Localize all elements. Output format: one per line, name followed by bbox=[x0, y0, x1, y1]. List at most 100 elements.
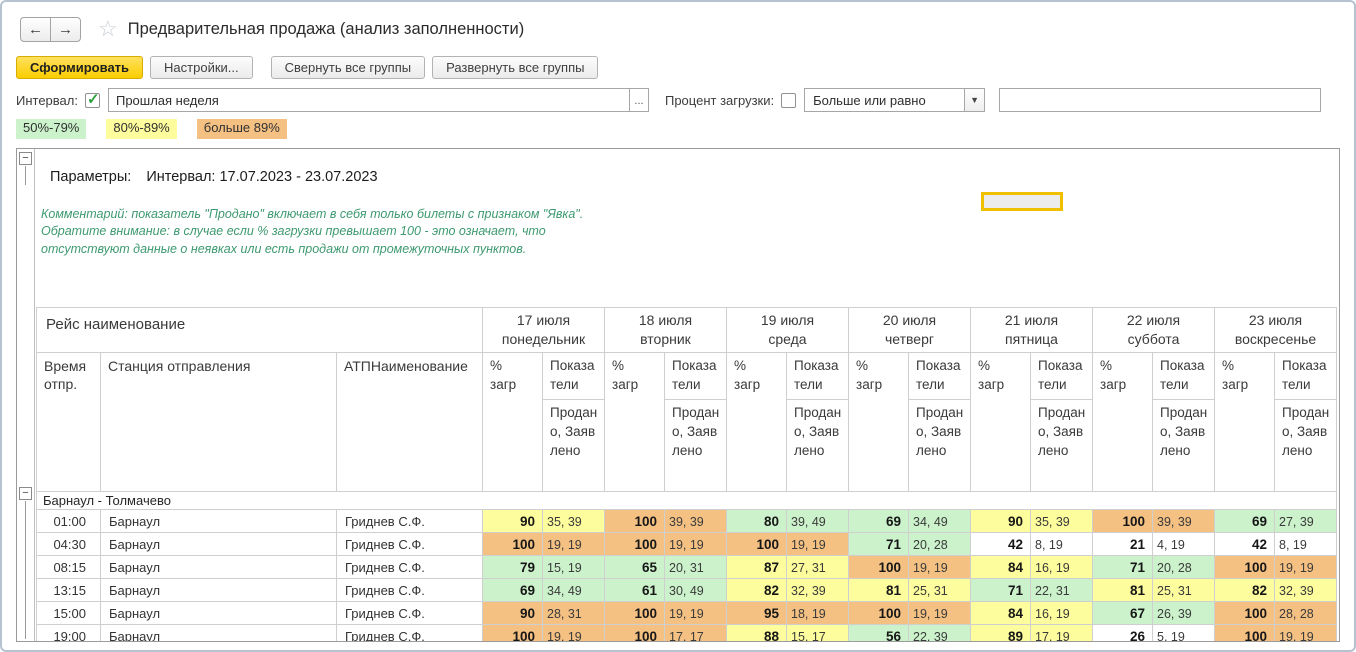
load-percent-cell[interactable]: 42 bbox=[1214, 531, 1275, 556]
sold-declared-cell[interactable]: 27, 39 bbox=[1274, 508, 1337, 533]
atp-name-cell[interactable]: Гриднев С.Ф. bbox=[336, 554, 483, 579]
load-percent-cell[interactable]: 100 bbox=[1214, 600, 1275, 625]
sold-declared-cell[interactable]: 39, 39 bbox=[1152, 508, 1215, 533]
load-percent-cell[interactable]: 100 bbox=[604, 623, 665, 641]
sold-declared-cell[interactable]: 26, 39 bbox=[1152, 600, 1215, 625]
departure-station-cell[interactable]: Барнаул bbox=[100, 623, 337, 641]
load-percent-cell[interactable]: 71 bbox=[848, 531, 909, 556]
departure-time-cell[interactable]: 19:00 bbox=[36, 623, 101, 641]
load-percent-cell[interactable]: 89 bbox=[970, 623, 1031, 641]
load-percent-cell[interactable]: 100 bbox=[482, 531, 543, 556]
sold-declared-cell[interactable]: 30, 49 bbox=[664, 577, 727, 602]
atp-name-cell[interactable]: Гриднев С.Ф. bbox=[336, 623, 483, 641]
load-percent-cell[interactable]: 79 bbox=[482, 554, 543, 579]
sold-declared-cell[interactable]: 17, 17 bbox=[664, 623, 727, 641]
load-percent-cell[interactable]: 100 bbox=[604, 508, 665, 533]
load-percent-cell[interactable]: 82 bbox=[1214, 577, 1275, 602]
sold-declared-cell[interactable]: 19, 19 bbox=[908, 554, 971, 579]
load-percent-cell[interactable]: 65 bbox=[604, 554, 665, 579]
load-percent-cell[interactable]: 71 bbox=[1092, 554, 1153, 579]
sold-declared-cell[interactable]: 22, 31 bbox=[1030, 577, 1093, 602]
atp-name-cell[interactable]: Гриднев С.Ф. bbox=[336, 531, 483, 556]
sold-declared-cell[interactable]: 19, 19 bbox=[542, 531, 605, 556]
sold-declared-cell[interactable]: 34, 49 bbox=[542, 577, 605, 602]
settings-button[interactable]: Настройки... bbox=[150, 56, 253, 79]
sold-declared-cell[interactable]: 19, 19 bbox=[908, 600, 971, 625]
load-percent-cell[interactable]: 80 bbox=[726, 508, 787, 533]
sold-declared-cell[interactable]: 28, 28 bbox=[1274, 600, 1337, 625]
load-percent-cell[interactable]: 69 bbox=[848, 508, 909, 533]
chevron-down-icon[interactable]: ▼ bbox=[964, 89, 985, 111]
favorite-star-icon[interactable]: ☆ bbox=[98, 16, 118, 41]
load-percent-cell[interactable]: 81 bbox=[848, 577, 909, 602]
departure-station-cell[interactable]: Барнаул bbox=[100, 577, 337, 602]
interval-checkbox[interactable]: ✓ bbox=[84, 91, 100, 108]
load-percent-cell[interactable]: 84 bbox=[970, 554, 1031, 579]
sold-declared-cell[interactable]: 20, 28 bbox=[908, 531, 971, 556]
sold-declared-cell[interactable]: 20, 28 bbox=[1152, 554, 1215, 579]
sold-declared-cell[interactable]: 25, 31 bbox=[1152, 577, 1215, 602]
comparison-select[interactable]: Больше или равно ▼ bbox=[804, 88, 986, 112]
expand-all-groups-button[interactable]: Развернуть все группы bbox=[432, 56, 599, 79]
interval-picker-button[interactable]: ... bbox=[628, 88, 649, 112]
load-percent-cell[interactable]: 21 bbox=[1092, 531, 1153, 556]
sold-declared-cell[interactable]: 32, 39 bbox=[1274, 577, 1337, 602]
sold-declared-cell[interactable]: 20, 31 bbox=[664, 554, 727, 579]
sold-declared-cell[interactable]: 16, 19 bbox=[1030, 554, 1093, 579]
sold-declared-cell[interactable]: 19, 19 bbox=[664, 531, 727, 556]
load-percent-cell[interactable]: 84 bbox=[970, 600, 1031, 625]
sold-declared-cell[interactable]: 19, 19 bbox=[542, 623, 605, 641]
departure-time-cell[interactable]: 13:15 bbox=[36, 577, 101, 602]
departure-station-cell[interactable]: Барнаул bbox=[100, 531, 337, 556]
departure-time-cell[interactable]: 01:00 bbox=[36, 508, 101, 533]
group-row[interactable]: Барнаул - Толмачево bbox=[36, 490, 1337, 510]
sold-declared-cell[interactable]: 4, 19 bbox=[1152, 531, 1215, 556]
load-percent-cell[interactable]: 100 bbox=[604, 531, 665, 556]
sold-declared-cell[interactable]: 19, 19 bbox=[664, 600, 727, 625]
atp-name-cell[interactable]: Гриднев С.Ф. bbox=[336, 577, 483, 602]
interval-input[interactable] bbox=[107, 88, 630, 112]
forward-button[interactable]: → bbox=[50, 16, 81, 42]
departure-time-cell[interactable]: 15:00 bbox=[36, 600, 101, 625]
load-percent-cell[interactable]: 26 bbox=[1092, 623, 1153, 641]
load-percent-cell[interactable]: 71 bbox=[970, 577, 1031, 602]
sold-declared-cell[interactable]: 16, 19 bbox=[1030, 600, 1093, 625]
collapse-report-icon[interactable]: − bbox=[19, 152, 32, 165]
sold-declared-cell[interactable]: 8, 19 bbox=[1274, 531, 1337, 556]
departure-time-cell[interactable]: 08:15 bbox=[36, 554, 101, 579]
load-percent-cell[interactable]: 69 bbox=[1214, 508, 1275, 533]
load-percent-cell[interactable]: 100 bbox=[1214, 554, 1275, 579]
load-percent-cell[interactable]: 88 bbox=[726, 623, 787, 641]
load-percent-input[interactable] bbox=[999, 88, 1322, 112]
load-percent-cell[interactable]: 56 bbox=[848, 623, 909, 641]
load-percent-cell[interactable]: 87 bbox=[726, 554, 787, 579]
collapse-all-groups-button[interactable]: Свернуть все группы bbox=[270, 56, 426, 79]
generate-button[interactable]: Сформировать bbox=[16, 56, 144, 79]
load-percent-cell[interactable]: 81 bbox=[1092, 577, 1153, 602]
load-percent-cell[interactable]: 90 bbox=[482, 508, 543, 533]
atp-name-cell[interactable]: Гриднев С.Ф. bbox=[336, 508, 483, 533]
load-percent-cell[interactable]: 100 bbox=[1092, 508, 1153, 533]
load-percent-cell[interactable]: 90 bbox=[970, 508, 1031, 533]
load-percent-cell[interactable]: 100 bbox=[848, 600, 909, 625]
sold-declared-cell[interactable]: 19, 19 bbox=[786, 531, 849, 556]
sold-declared-cell[interactable]: 19, 19 bbox=[1274, 623, 1337, 641]
load-percent-cell[interactable]: 42 bbox=[970, 531, 1031, 556]
departure-time-cell[interactable]: 04:30 bbox=[36, 531, 101, 556]
sold-declared-cell[interactable]: 39, 39 bbox=[664, 508, 727, 533]
sold-declared-cell[interactable]: 8, 19 bbox=[1030, 531, 1093, 556]
sold-declared-cell[interactable]: 34, 49 bbox=[908, 508, 971, 533]
sold-declared-cell[interactable]: 15, 17 bbox=[786, 623, 849, 641]
load-percent-cell[interactable]: 82 bbox=[726, 577, 787, 602]
load-percent-cell[interactable]: 100 bbox=[848, 554, 909, 579]
load-percent-cell[interactable]: 100 bbox=[482, 623, 543, 641]
load-percent-cell[interactable]: 100 bbox=[726, 531, 787, 556]
sold-declared-cell[interactable]: 5, 19 bbox=[1152, 623, 1215, 641]
load-percent-cell[interactable]: 69 bbox=[482, 577, 543, 602]
back-button[interactable]: ← bbox=[20, 16, 51, 42]
load-percent-cell[interactable]: 90 bbox=[482, 600, 543, 625]
load-percent-checkbox[interactable] bbox=[781, 92, 797, 108]
sold-declared-cell[interactable]: 17, 19 bbox=[1030, 623, 1093, 641]
departure-station-cell[interactable]: Барнаул bbox=[100, 600, 337, 625]
load-percent-cell[interactable]: 67 bbox=[1092, 600, 1153, 625]
